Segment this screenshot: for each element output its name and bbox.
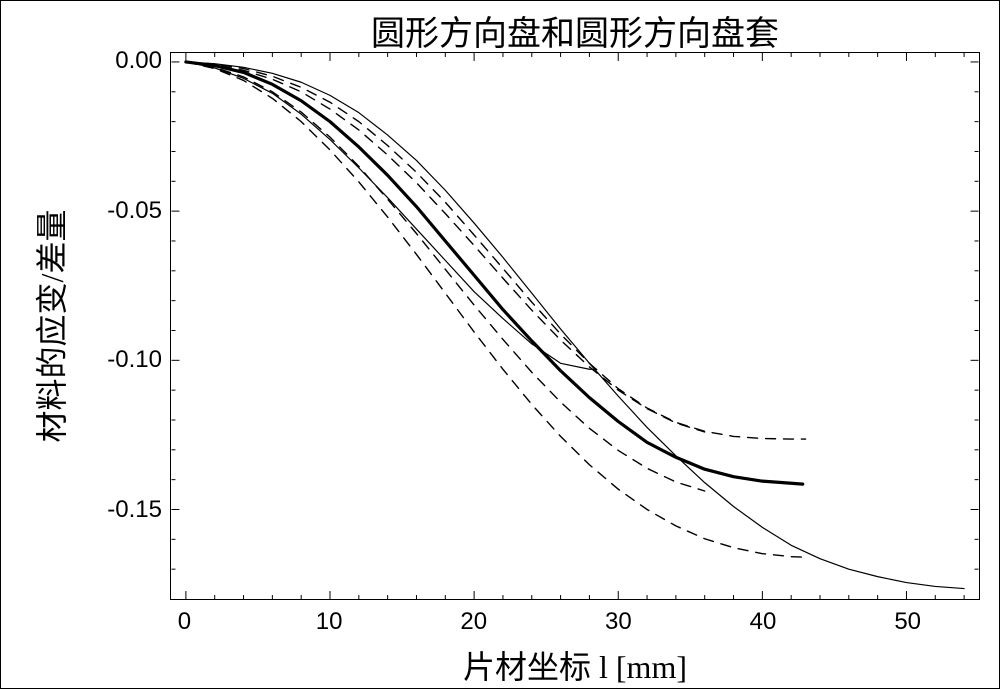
y-tick-label: 0.00 [82, 47, 162, 75]
series-thick-solid-main [186, 62, 803, 484]
series-dashed-upper-inner [186, 62, 705, 432]
series-dashed-lower-outer [186, 62, 806, 557]
y-axis-label: 材料的应变/差量 [27, 210, 73, 443]
x-axis-label: 片材坐标 l [mm] [170, 642, 980, 688]
series-thin-solid-short [186, 62, 597, 369]
x-tick-label: 40 [738, 608, 788, 636]
x-tick-label: 30 [593, 608, 643, 636]
plot-area [170, 52, 980, 600]
series-thin-solid-long [186, 62, 964, 589]
x-tick-label: 10 [304, 608, 354, 636]
plot-svg [171, 53, 979, 599]
y-tick-label: -0.10 [82, 346, 162, 374]
y-tick-label: -0.15 [82, 496, 162, 524]
x-tick-label: 50 [883, 608, 933, 636]
x-tick-label: 20 [449, 608, 499, 636]
chart-title: 圆形方向盘和圆形方向盘套 [170, 6, 980, 55]
y-tick-label: -0.05 [82, 197, 162, 225]
series-dashed-upper-outer [186, 62, 806, 439]
x-tick-label: 0 [159, 608, 209, 636]
